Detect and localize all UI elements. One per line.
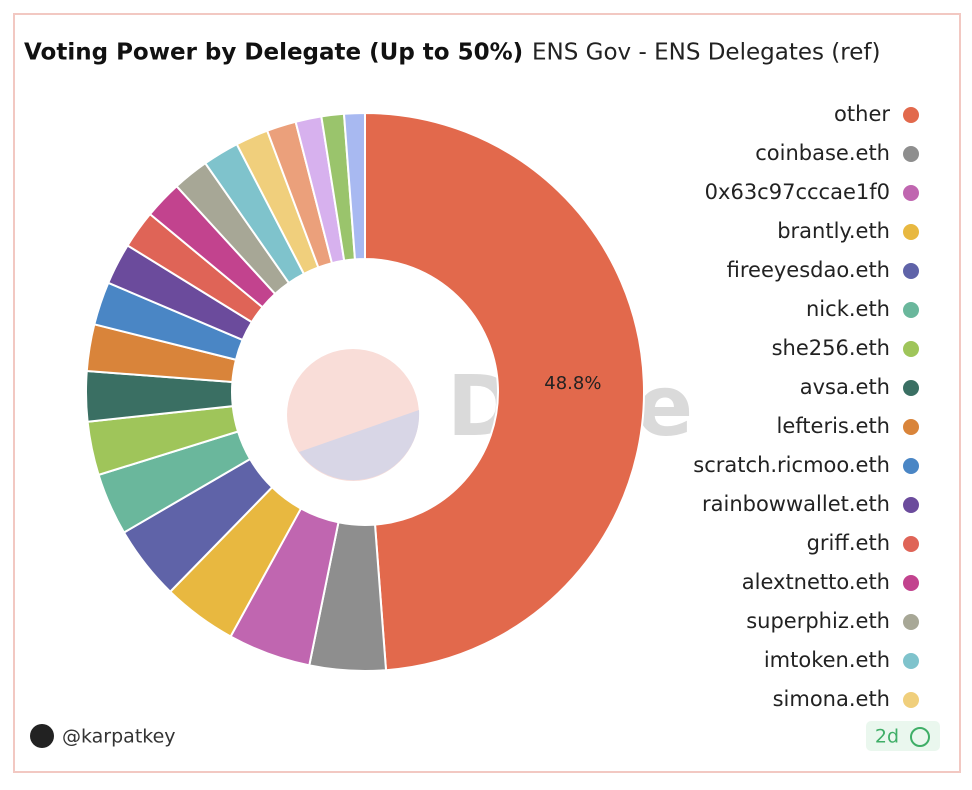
legend-swatch (903, 380, 919, 396)
author: @karpatkey (62, 726, 176, 748)
check-icon (910, 727, 930, 747)
donut: 48.8% (85, 111, 645, 672)
center-icon (287, 349, 420, 481)
legend-swatch (903, 614, 919, 630)
legend-swatch (903, 692, 919, 708)
legend-label: other (834, 102, 890, 126)
legend-swatch (903, 146, 919, 162)
legend-label: scratch.ricmoo.eth (693, 453, 890, 477)
legend-label: imtoken.eth (764, 648, 890, 672)
legend-label: brantly.eth (777, 219, 890, 243)
legend-label: griff.eth (807, 531, 890, 555)
legend-label: she256.eth (772, 336, 890, 360)
icon-bottom (299, 410, 420, 481)
legend-swatch (903, 653, 919, 669)
legend-label: nick.eth (806, 297, 890, 321)
legend-swatch (903, 341, 919, 357)
slice (364, 111, 645, 672)
legend-swatch (903, 107, 919, 123)
chart-title: Voting Power by Delegate (Up to 50%) (24, 40, 523, 66)
legend-label: simona.eth (773, 687, 890, 711)
legend-label: coinbase.eth (755, 141, 890, 165)
legend-label: fireeyesdao.eth (727, 258, 890, 282)
avatar (30, 724, 54, 748)
chart-subtitle: ENS Gov - ENS Delegates (ref) (532, 40, 880, 66)
legend-swatch (903, 263, 919, 279)
legend-label: superphiz.eth (746, 609, 890, 633)
legend-swatch (903, 224, 919, 240)
legend-swatch (903, 575, 919, 591)
age: 2d (875, 726, 899, 748)
legend-swatch (903, 185, 919, 201)
data-label: 48.8% (544, 373, 601, 394)
legend-swatch (903, 302, 919, 318)
slice (342, 111, 366, 261)
legend-swatch (903, 458, 919, 474)
legend-swatch (903, 497, 919, 513)
legend-label: avsa.eth (800, 375, 890, 399)
legend-label: lefteris.eth (777, 414, 890, 438)
legend-label: alextnetto.eth (742, 570, 890, 594)
legend-label: rainbowwallet.eth (702, 492, 890, 516)
legend-swatch (903, 419, 919, 435)
legend-swatch (903, 536, 919, 552)
legend-label: 0x63c97cccae1f0 (705, 180, 890, 204)
legend: other coinbase.eth 0x63c97cccae1f0 brantly.… (693, 102, 919, 711)
